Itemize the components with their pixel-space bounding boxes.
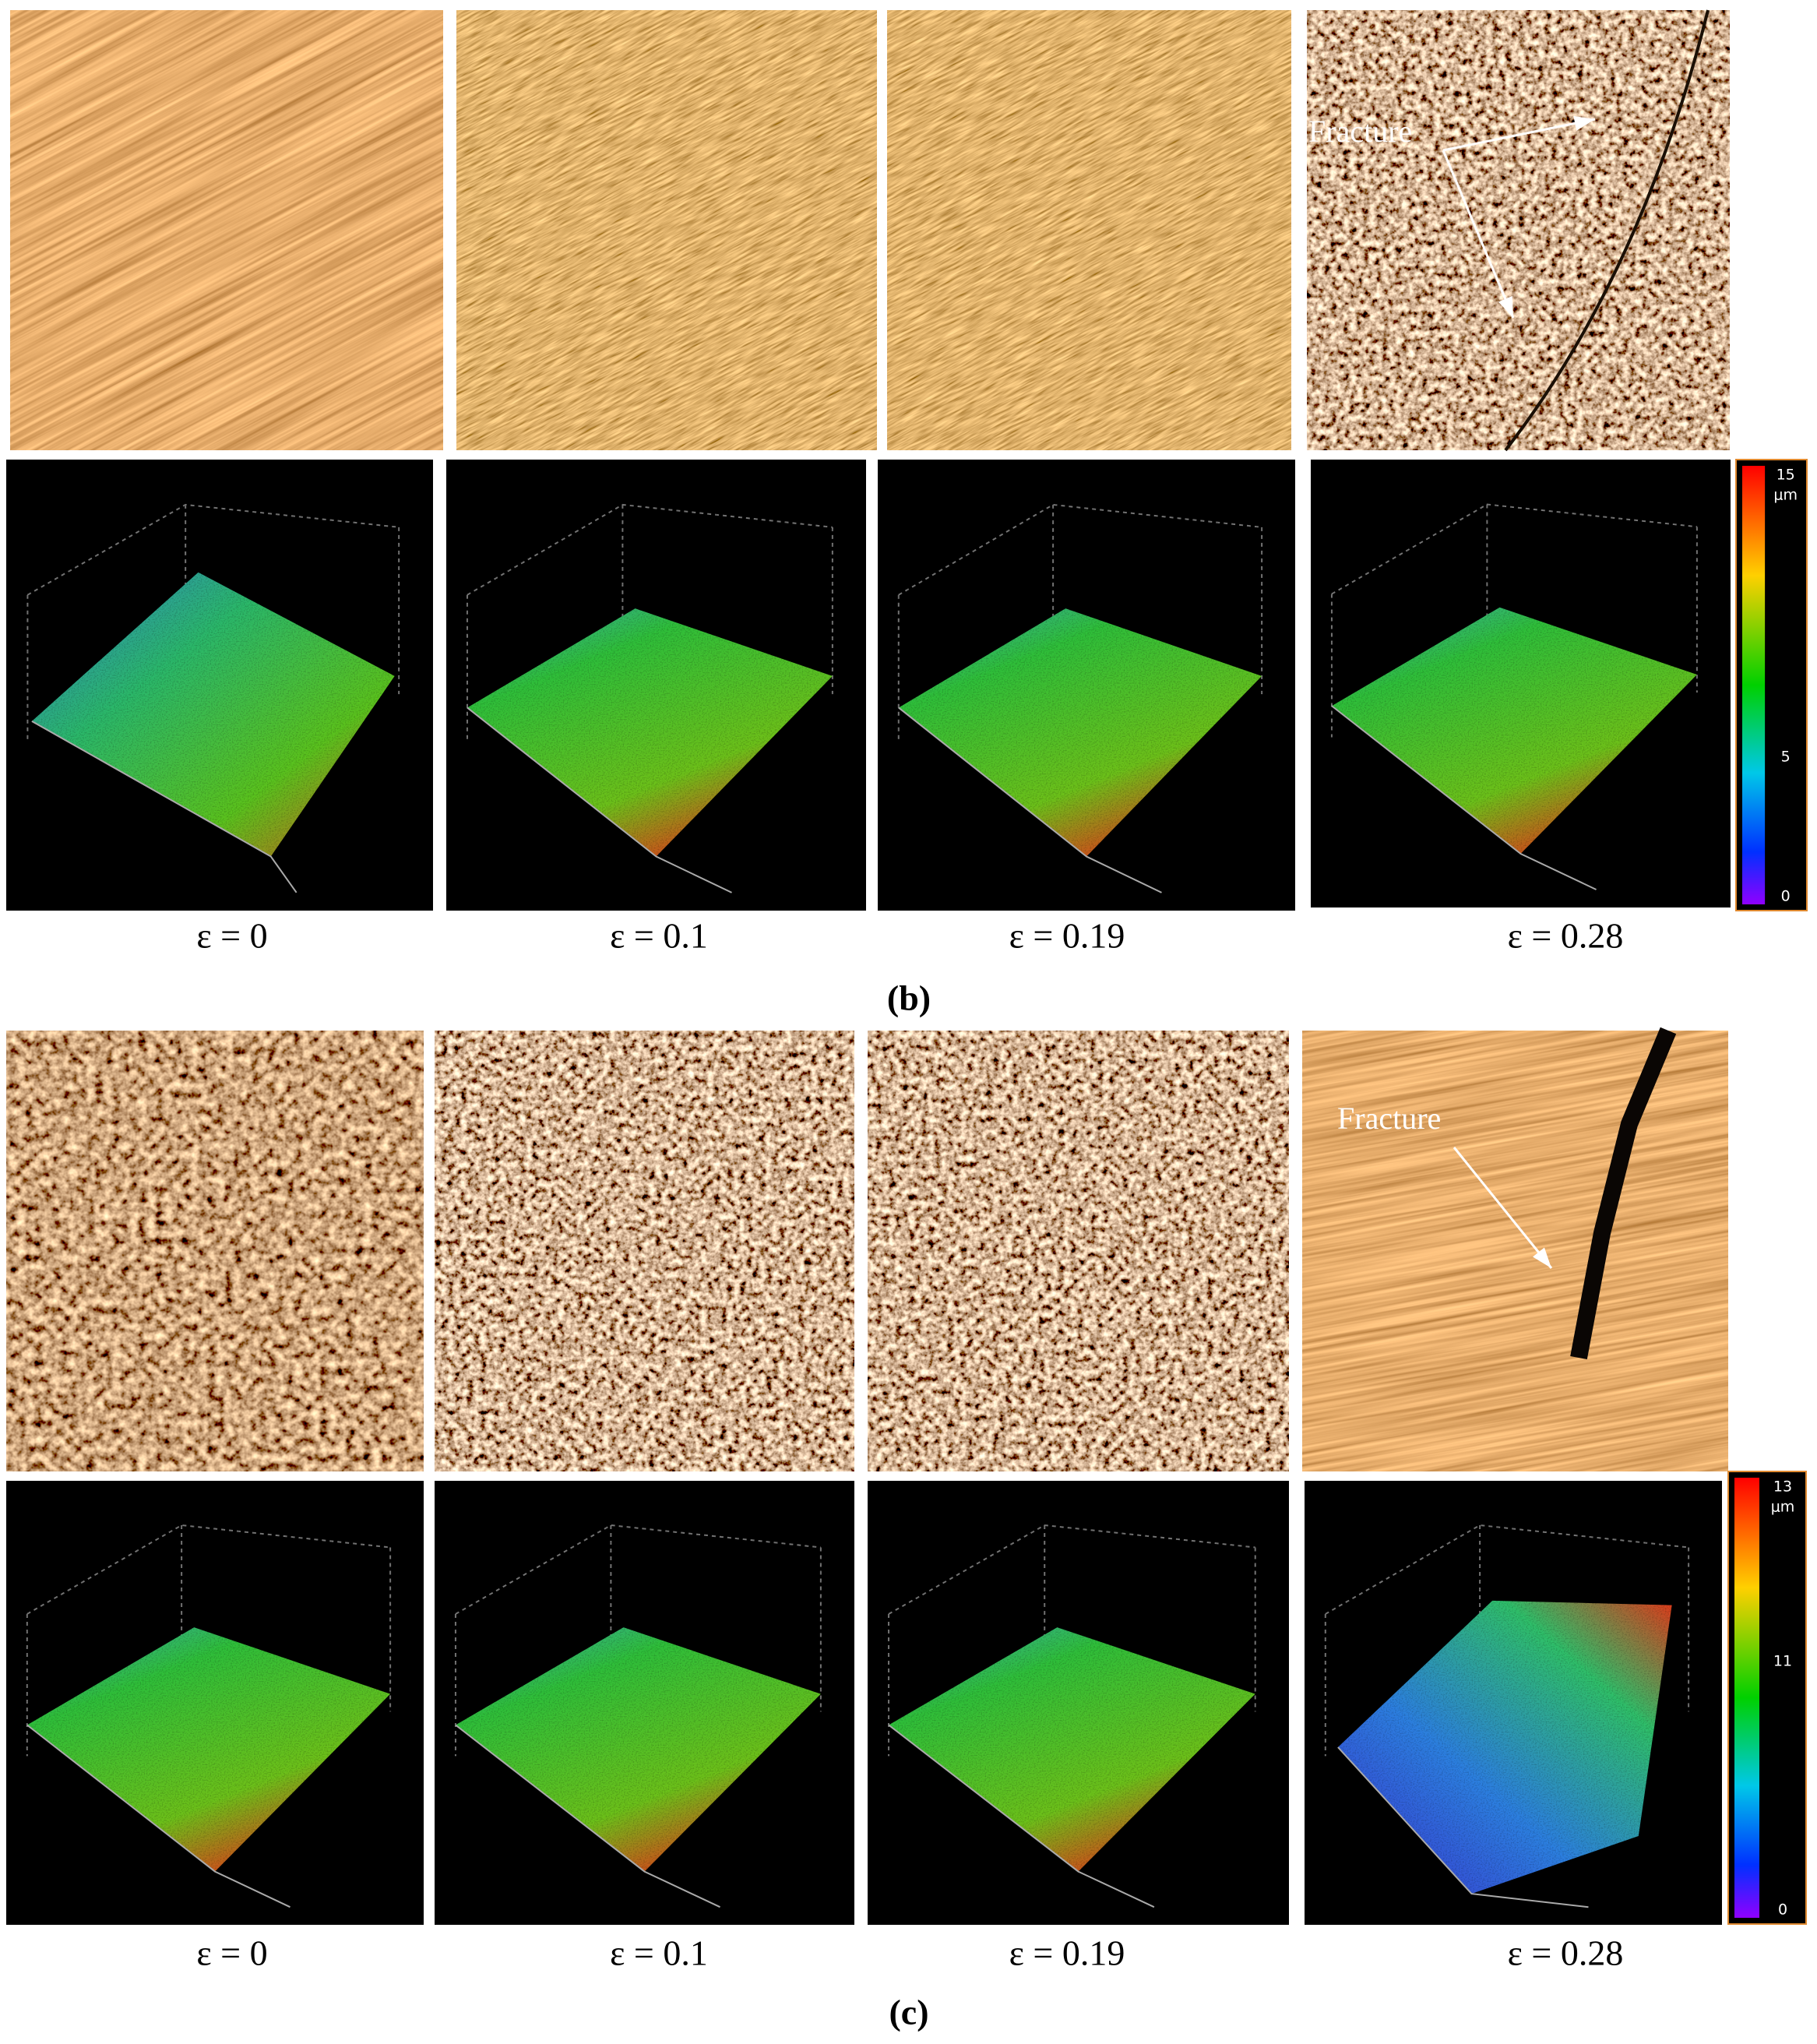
axis-line [31,720,298,893]
surface-noise [1305,1481,1722,1925]
arrow [1442,150,1515,319]
micrograph [6,1031,424,1471]
micrograph [435,1031,854,1471]
axis-line [455,1724,720,1908]
colorbar [1734,1478,1759,1918]
surface-plot [435,1481,854,1925]
arrow-head [1533,1247,1551,1268]
surface-noise [878,460,1295,911]
axis-line [467,707,732,893]
micrograph [10,10,443,450]
surface-noise [446,460,866,911]
arrow [1442,118,1596,152]
micrograph [456,10,877,450]
micrograph-texture [1307,10,1730,450]
strain-caption: ε = 0.19 [1009,916,1125,956]
micrograph-texture [6,1031,424,1471]
colorbar-min: 0 [1778,1901,1787,1919]
axis-line [898,707,1162,893]
surface-plot [6,460,433,911]
colorbar-max: 13 [1773,1478,1792,1496]
annotation: Fracture [1308,114,1412,149]
micrograph-texture [868,1031,1289,1471]
surface-noise [1311,460,1731,907]
panel-label: (b) [887,978,931,1018]
colorbar-unit: μm [1771,1499,1795,1516]
surface-noise [6,460,433,911]
strain-caption: ε = 0 [196,916,267,956]
strain-caption: ε = 0.28 [1508,916,1624,956]
strain-caption: ε = 0.1 [610,916,708,956]
colorbar-unit: μm [1773,487,1798,504]
colorbar-mid: 11 [1773,1653,1792,1670]
surface-noise [435,1481,854,1925]
micrograph [1307,10,1730,450]
surface-plot [1305,1481,1722,1925]
strain-caption: ε = 0.1 [610,1933,708,1973]
crack [1570,1027,1677,1360]
micrograph [868,1031,1289,1471]
micrograph-texture [1302,1031,1728,1471]
surface-plot [1311,460,1731,907]
surface-plot [446,460,866,911]
surface-noise [6,1481,424,1925]
annotation: Fracture [1337,1101,1441,1136]
arrow-head [1498,296,1513,318]
colorbar [1742,466,1766,904]
micrograph-texture [10,10,443,450]
axis-line [1337,1746,1589,1908]
panel-label: (c) [889,1993,928,2032]
strain-caption: ε = 0.28 [1508,1933,1624,1973]
axis-line [26,1724,291,1908]
surface-plot [878,460,1295,911]
micrograph [887,10,1291,450]
surface-plot [6,1481,424,1925]
micrograph [1302,1031,1728,1471]
strain-caption: ε = 0 [196,1933,267,1973]
axis-line [1331,705,1597,890]
strain-caption: ε = 0.19 [1009,1933,1125,1973]
axis-line [888,1724,1155,1908]
colorbar-mid: 5 [1781,749,1791,766]
arrow [1453,1147,1553,1269]
micrograph-texture [887,10,1291,450]
surface-noise [868,1481,1289,1925]
colorbar-max: 15 [1777,467,1795,484]
micrograph-texture [435,1031,854,1471]
surface-plot [868,1481,1289,1925]
arrow-head [1573,115,1595,131]
colorbar-min: 0 [1781,888,1791,905]
micrograph-texture [456,10,877,450]
crack [1504,9,1710,452]
